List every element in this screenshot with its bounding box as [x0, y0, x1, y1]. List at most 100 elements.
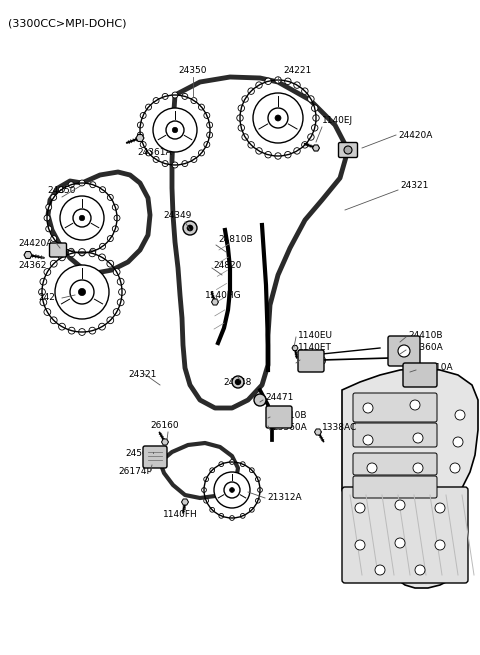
Circle shape: [153, 157, 159, 162]
Circle shape: [435, 503, 445, 513]
Text: 24221: 24221: [283, 66, 311, 75]
Circle shape: [255, 477, 260, 481]
Circle shape: [40, 278, 47, 285]
Circle shape: [112, 226, 118, 232]
Text: 24348: 24348: [224, 378, 252, 387]
Circle shape: [202, 487, 206, 493]
Circle shape: [162, 94, 168, 100]
Circle shape: [229, 487, 234, 493]
Text: 23360A: 23360A: [272, 424, 307, 432]
Text: 21312A: 21312A: [267, 493, 301, 502]
Text: 1140FH: 1140FH: [163, 510, 197, 519]
Text: 24820: 24820: [213, 261, 241, 269]
Circle shape: [248, 141, 254, 148]
Polygon shape: [181, 499, 189, 505]
Text: 1140ET: 1140ET: [298, 343, 332, 352]
Circle shape: [229, 460, 234, 464]
Circle shape: [254, 394, 266, 406]
Text: 24350: 24350: [179, 66, 207, 75]
Circle shape: [172, 127, 178, 133]
Circle shape: [198, 150, 204, 156]
Circle shape: [79, 250, 85, 256]
Circle shape: [242, 96, 248, 102]
Polygon shape: [342, 368, 478, 588]
Circle shape: [44, 215, 50, 221]
Circle shape: [68, 250, 75, 257]
Circle shape: [275, 115, 281, 121]
FancyBboxPatch shape: [403, 363, 437, 387]
Circle shape: [363, 435, 373, 445]
Circle shape: [256, 147, 262, 154]
Circle shape: [50, 260, 57, 267]
Circle shape: [70, 280, 94, 304]
Circle shape: [145, 150, 152, 156]
Circle shape: [375, 565, 385, 575]
Circle shape: [240, 462, 245, 466]
Circle shape: [435, 540, 445, 550]
Circle shape: [256, 82, 262, 88]
Polygon shape: [24, 252, 32, 259]
Circle shape: [198, 104, 204, 110]
FancyBboxPatch shape: [342, 487, 468, 583]
Circle shape: [238, 105, 244, 111]
FancyBboxPatch shape: [353, 476, 437, 498]
Circle shape: [90, 248, 96, 254]
Circle shape: [191, 157, 197, 162]
Circle shape: [204, 113, 210, 119]
Text: 24410B: 24410B: [272, 411, 307, 419]
Circle shape: [207, 132, 213, 138]
Text: 1140EJ: 1140EJ: [322, 116, 353, 125]
Circle shape: [204, 477, 208, 481]
Circle shape: [294, 147, 300, 154]
Circle shape: [113, 269, 120, 275]
Text: 24420A: 24420A: [18, 238, 52, 248]
Polygon shape: [212, 299, 218, 305]
Circle shape: [117, 278, 124, 285]
Circle shape: [98, 323, 106, 330]
Circle shape: [285, 78, 291, 84]
Circle shape: [301, 88, 308, 94]
Circle shape: [183, 221, 197, 235]
Circle shape: [238, 124, 244, 131]
Circle shape: [68, 248, 74, 254]
Circle shape: [253, 93, 303, 143]
Circle shape: [367, 463, 377, 473]
Circle shape: [55, 265, 109, 319]
Circle shape: [395, 500, 405, 510]
Circle shape: [153, 98, 159, 103]
Circle shape: [294, 82, 300, 88]
Circle shape: [313, 115, 319, 121]
Circle shape: [219, 462, 224, 466]
Circle shape: [162, 160, 168, 166]
Circle shape: [140, 141, 146, 147]
Circle shape: [99, 187, 106, 193]
Circle shape: [214, 472, 250, 508]
Circle shape: [44, 309, 51, 316]
Circle shape: [265, 78, 271, 84]
Circle shape: [73, 209, 91, 227]
FancyBboxPatch shape: [298, 350, 324, 372]
Text: 26160: 26160: [151, 421, 180, 430]
Text: 23360A: 23360A: [408, 343, 443, 352]
Circle shape: [137, 122, 144, 128]
Circle shape: [113, 309, 120, 316]
Circle shape: [204, 498, 208, 503]
Circle shape: [114, 215, 120, 221]
Circle shape: [50, 317, 57, 324]
Text: 24349: 24349: [164, 211, 192, 220]
Polygon shape: [292, 345, 298, 350]
Circle shape: [398, 345, 410, 357]
Circle shape: [172, 162, 178, 168]
Text: 1338AC: 1338AC: [322, 424, 357, 432]
Circle shape: [355, 540, 365, 550]
Circle shape: [90, 181, 96, 188]
Circle shape: [166, 121, 184, 139]
Circle shape: [89, 328, 96, 334]
Circle shape: [46, 226, 52, 232]
Polygon shape: [161, 439, 168, 445]
Circle shape: [312, 124, 318, 131]
Circle shape: [46, 204, 52, 210]
Circle shape: [60, 196, 104, 240]
Circle shape: [240, 514, 245, 518]
Circle shape: [40, 299, 47, 306]
